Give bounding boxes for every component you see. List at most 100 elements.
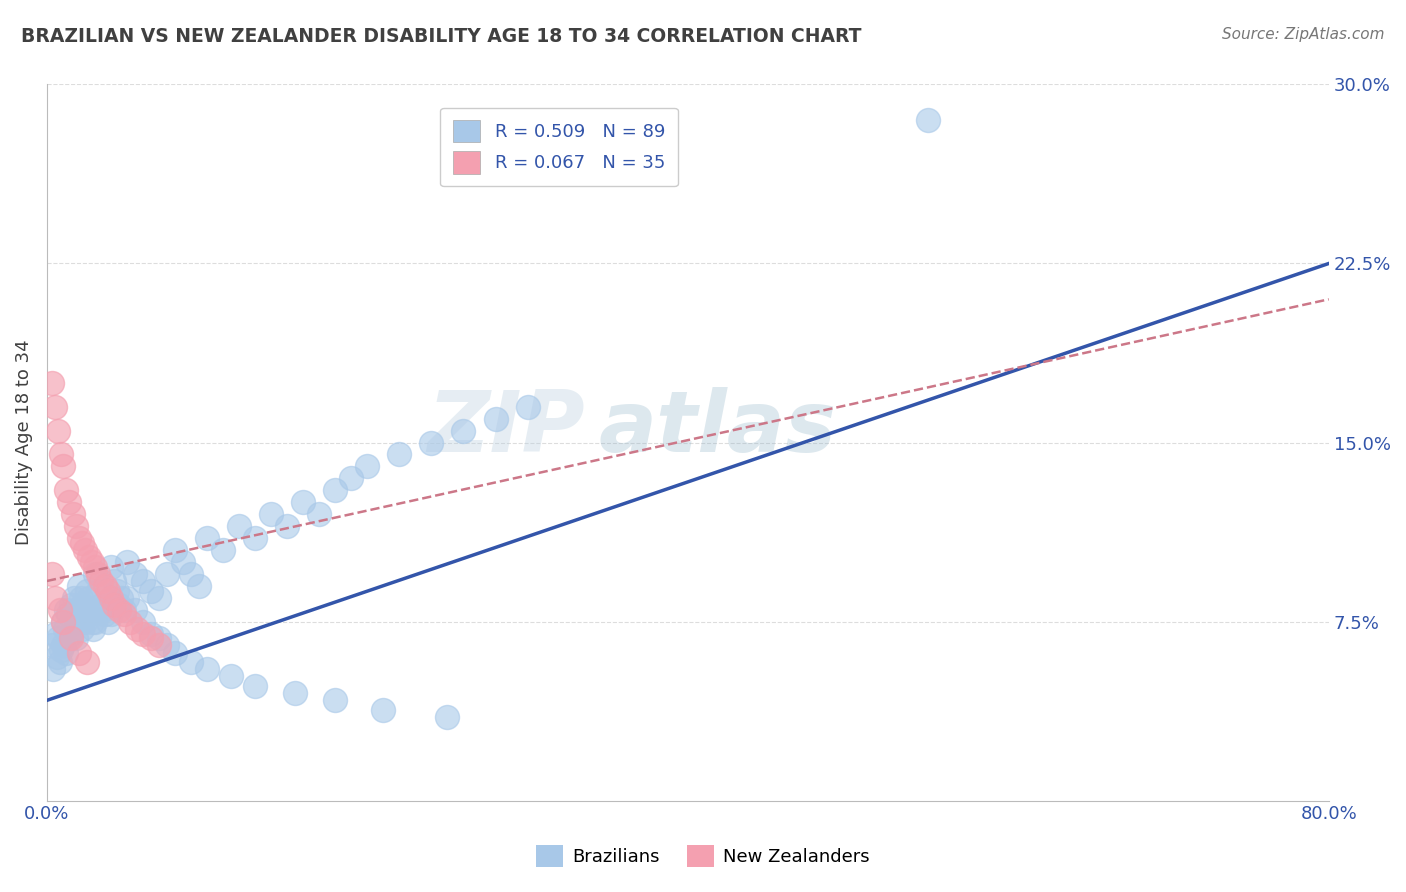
Point	[108, 598, 131, 612]
Point	[44, 626, 66, 640]
Point	[917, 113, 939, 128]
Point	[212, 543, 235, 558]
Point	[44, 591, 66, 605]
Point	[48, 602, 70, 616]
Point	[46, 424, 69, 438]
Point	[110, 591, 132, 605]
Point	[97, 583, 120, 598]
Point	[125, 622, 148, 636]
Point	[105, 583, 128, 598]
Point	[65, 602, 87, 616]
Point	[180, 655, 202, 669]
Point	[84, 566, 107, 581]
Point	[103, 574, 125, 588]
Point	[100, 591, 122, 605]
Text: atlas: atlas	[598, 387, 837, 470]
Point	[323, 483, 346, 498]
Point	[69, 591, 91, 605]
Point	[77, 607, 100, 622]
Point	[44, 400, 66, 414]
Point	[41, 639, 63, 653]
Point	[195, 662, 218, 676]
Point	[79, 602, 101, 616]
Point	[76, 655, 98, 669]
Point	[260, 507, 283, 521]
Point	[55, 646, 77, 660]
Point	[284, 686, 307, 700]
Point	[308, 507, 330, 521]
Point	[59, 598, 82, 612]
Point	[42, 662, 65, 676]
Point	[165, 543, 187, 558]
Point	[139, 626, 162, 640]
Point	[66, 615, 89, 629]
Point	[84, 559, 107, 574]
Point	[51, 643, 73, 657]
Point	[420, 435, 443, 450]
Point	[70, 536, 93, 550]
Point	[52, 459, 75, 474]
Point	[139, 632, 162, 646]
Legend: Brazilians, New Zealanders: Brazilians, New Zealanders	[529, 838, 877, 874]
Point	[172, 555, 194, 569]
Point	[80, 615, 103, 629]
Point	[156, 566, 179, 581]
Point	[65, 519, 87, 533]
Point	[132, 615, 155, 629]
Point	[87, 566, 110, 581]
Point	[82, 622, 104, 636]
Point	[62, 607, 84, 622]
Point	[156, 639, 179, 653]
Point	[124, 566, 146, 581]
Text: BRAZILIAN VS NEW ZEALANDER DISABILITY AGE 18 TO 34 CORRELATION CHART: BRAZILIAN VS NEW ZEALANDER DISABILITY AG…	[21, 27, 862, 45]
Point	[115, 591, 138, 605]
Point	[70, 598, 93, 612]
Point	[67, 646, 90, 660]
Point	[484, 411, 506, 425]
Point	[436, 710, 458, 724]
Point	[91, 602, 114, 616]
Point	[340, 471, 363, 485]
Point	[228, 519, 250, 533]
Point	[165, 646, 187, 660]
Point	[59, 632, 82, 646]
Point	[245, 531, 267, 545]
Point	[48, 655, 70, 669]
Point	[97, 615, 120, 629]
Point	[52, 615, 75, 629]
Point	[75, 543, 97, 558]
Point	[75, 615, 97, 629]
Point	[356, 459, 378, 474]
Point	[56, 607, 79, 622]
Text: Source: ZipAtlas.com: Source: ZipAtlas.com	[1222, 27, 1385, 42]
Point	[188, 579, 211, 593]
Y-axis label: Disability Age 18 to 34: Disability Age 18 to 34	[15, 340, 32, 545]
Point	[55, 602, 77, 616]
Point	[276, 519, 298, 533]
Point	[103, 598, 125, 612]
Point	[373, 703, 395, 717]
Point	[41, 566, 63, 581]
Point	[148, 639, 170, 653]
Point	[70, 622, 93, 636]
Point	[77, 591, 100, 605]
Point	[55, 483, 77, 498]
Point	[148, 591, 170, 605]
Point	[120, 615, 142, 629]
Point	[67, 531, 90, 545]
Point	[59, 626, 82, 640]
Legend: R = 0.509   N = 89, R = 0.067   N = 35: R = 0.509 N = 89, R = 0.067 N = 35	[440, 108, 678, 186]
Point	[132, 626, 155, 640]
Point	[139, 583, 162, 598]
Point	[100, 607, 122, 622]
Point	[90, 574, 112, 588]
Point	[73, 607, 96, 622]
Point	[180, 566, 202, 581]
Point	[67, 579, 90, 593]
Point	[292, 495, 315, 509]
Point	[115, 555, 138, 569]
Point	[58, 632, 80, 646]
Point	[245, 679, 267, 693]
Point	[45, 650, 67, 665]
Point	[112, 602, 135, 616]
